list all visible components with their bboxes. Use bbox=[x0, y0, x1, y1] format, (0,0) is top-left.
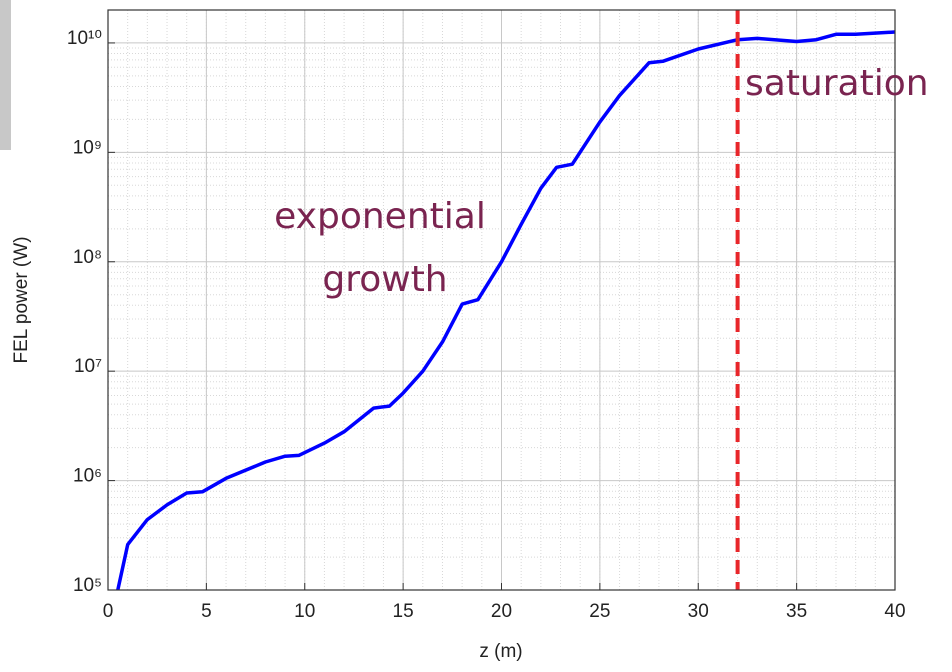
side-strip bbox=[0, 0, 11, 150]
x-tick-label: 20 bbox=[491, 601, 512, 622]
x-tick-label: 15 bbox=[393, 601, 414, 622]
x-tick-label: 40 bbox=[884, 601, 905, 622]
x-axis-label: z (m) bbox=[479, 641, 522, 662]
annotation: saturation bbox=[745, 63, 929, 104]
x-tick-label: 30 bbox=[688, 601, 709, 622]
y-tick-label: 10⁹ bbox=[73, 137, 102, 158]
x-tick-label: 0 bbox=[103, 601, 114, 622]
x-tick-label: 25 bbox=[589, 601, 610, 622]
annotation: growth bbox=[322, 259, 447, 300]
y-tick-label: 10⁵ bbox=[73, 575, 102, 596]
x-tick-label: 5 bbox=[201, 601, 212, 622]
y-axis-label: FEL power (W) bbox=[11, 236, 32, 363]
grid bbox=[107, 10, 896, 591]
data-line bbox=[116, 30, 896, 591]
y-tick-label: 10¹⁰ bbox=[67, 28, 102, 49]
x-tick-label: 35 bbox=[786, 601, 807, 622]
plot bbox=[116, 10, 896, 591]
y-tick-label: 10⁸ bbox=[73, 247, 102, 268]
annotation: exponential bbox=[274, 196, 486, 237]
x-tick-label: 10 bbox=[294, 601, 315, 622]
y-tick-label: 10⁷ bbox=[74, 356, 102, 377]
y-tick-label: 10⁶ bbox=[73, 466, 102, 487]
